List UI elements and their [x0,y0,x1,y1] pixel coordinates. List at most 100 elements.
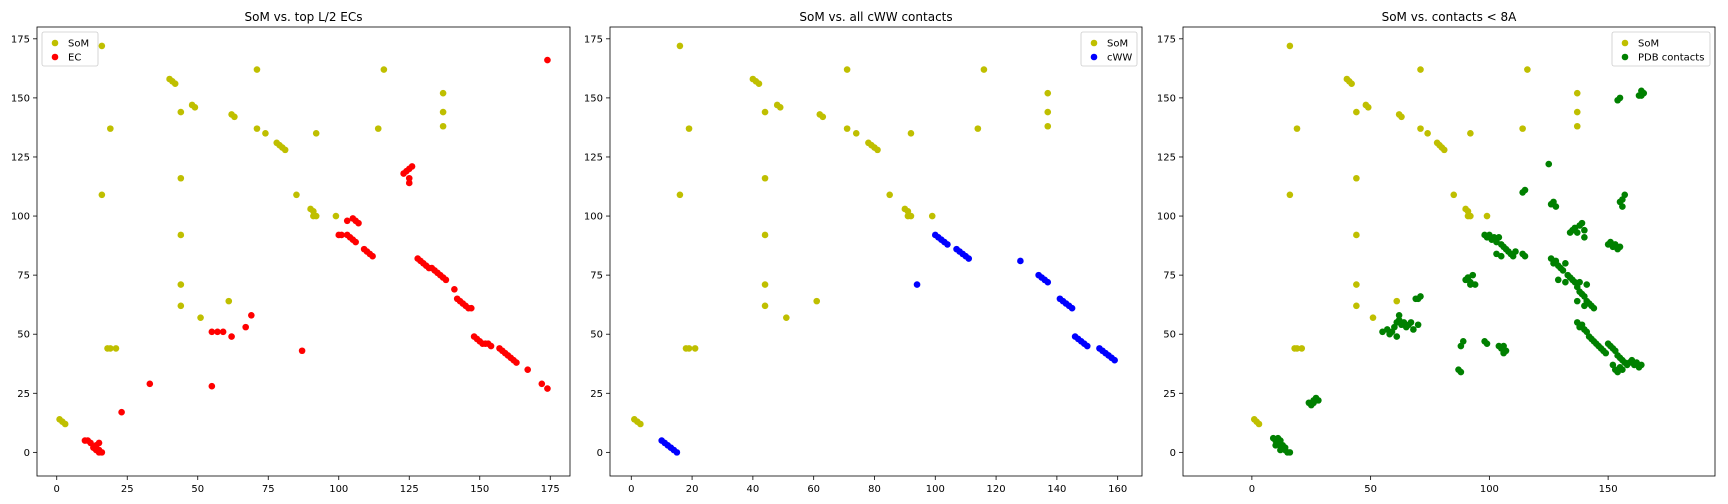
data-point [1315,397,1322,404]
data-point [467,304,475,312]
data-point [1573,229,1581,236]
data-point [177,281,185,288]
data-point [219,328,227,336]
x-tick-label: 0 [1249,484,1255,495]
data-point [439,122,447,130]
data-point [974,125,982,132]
legend: SoM PDB contacts [1611,31,1711,67]
data-point [1293,345,1301,352]
data-point [1407,319,1415,326]
data-point [439,108,447,116]
data-point [1459,338,1467,345]
data-point [1410,326,1417,333]
data-point [538,380,546,388]
data-point [524,366,531,373]
series-som [631,42,1052,428]
data-point [228,333,235,340]
data-point [1353,231,1360,239]
data-point [676,42,684,50]
data-point [191,104,199,111]
y-tick-label: 50 [17,330,30,341]
chart-title: SoM vs. top L/2 ECs [245,10,363,24]
data-point [197,314,204,321]
data-point [442,276,450,284]
y-tick-label: 75 [1163,271,1176,282]
data-point [819,113,827,121]
data-point [1581,226,1588,234]
data-point [107,125,114,132]
y-tick-label: 75 [590,271,603,282]
data-point [685,125,693,132]
data-point [1044,122,1052,130]
legend-label: PDB contacts [1638,53,1704,64]
chart-title: SoM vs. all cWW contacts [799,10,952,24]
data-point [225,297,233,305]
data-point [1414,321,1422,329]
data-point [1483,340,1491,347]
x-tick-label: 80 [868,484,881,495]
data-point [1602,349,1610,357]
y-tick-label: 175 [11,34,30,45]
y-tick-label: 25 [17,389,30,400]
data-point [761,108,769,116]
y-tick-label: 175 [1157,34,1176,45]
data-point [1573,108,1581,116]
plot-area [36,26,571,477]
data-point [253,125,261,132]
data-point [813,297,821,305]
data-point [761,281,769,288]
data-point [913,281,921,288]
data-point [685,345,693,352]
data-point [208,328,216,336]
chart-panel-som-vs-contacts: SoM vs. contacts < 8A 0 25 50 75 100 125 150 17… [1157,10,1716,495]
data-point [248,312,255,319]
data-point [312,212,320,220]
data-point [886,191,893,199]
data-point [1255,420,1263,428]
data-point [980,66,988,73]
data-point [177,302,185,310]
y-tick-label: 150 [1157,93,1176,104]
x-tick-label: 0 [628,484,634,495]
data-point [1424,130,1431,137]
legend-label: SoM [68,39,89,50]
series-som [56,42,447,428]
data-point [146,380,154,388]
plot-area [1182,26,1716,477]
data-point [487,342,495,350]
data-point [439,89,447,97]
data-point [281,146,289,154]
data-point [298,347,306,355]
y-tick-label: 50 [590,330,603,341]
data-point [1621,191,1629,199]
legend-marker [51,39,59,47]
data-point [1495,234,1503,241]
scatter-points [1250,42,1648,456]
data-point [761,231,769,239]
data-point [293,191,300,199]
data-point [874,146,881,154]
data-point [944,241,951,248]
x-tick-label: 150 [470,484,489,495]
data-point [1573,122,1581,130]
data-point [1293,125,1301,132]
data-point [1469,271,1477,279]
data-point [177,174,185,182]
data-point [1554,276,1562,284]
data-point [1467,281,1474,288]
chart-panel-som-vs-ecs: SoM vs. top L/2 ECs 0255075100125150175 … [11,10,571,495]
data-point [965,255,973,262]
data-point [1083,342,1091,350]
data-point [761,174,769,182]
data-point [1393,297,1401,305]
y-tick-label: 100 [11,212,30,223]
data-point [1581,234,1588,241]
data-point [783,314,790,321]
y-axis: 0 25 50 75 100 125 150 175 [11,34,37,459]
data-point [343,217,351,225]
data-point [1044,278,1052,286]
legend-marker [1090,53,1098,61]
data-point [231,113,238,121]
data-point [1619,203,1626,210]
data-point [1353,108,1360,116]
